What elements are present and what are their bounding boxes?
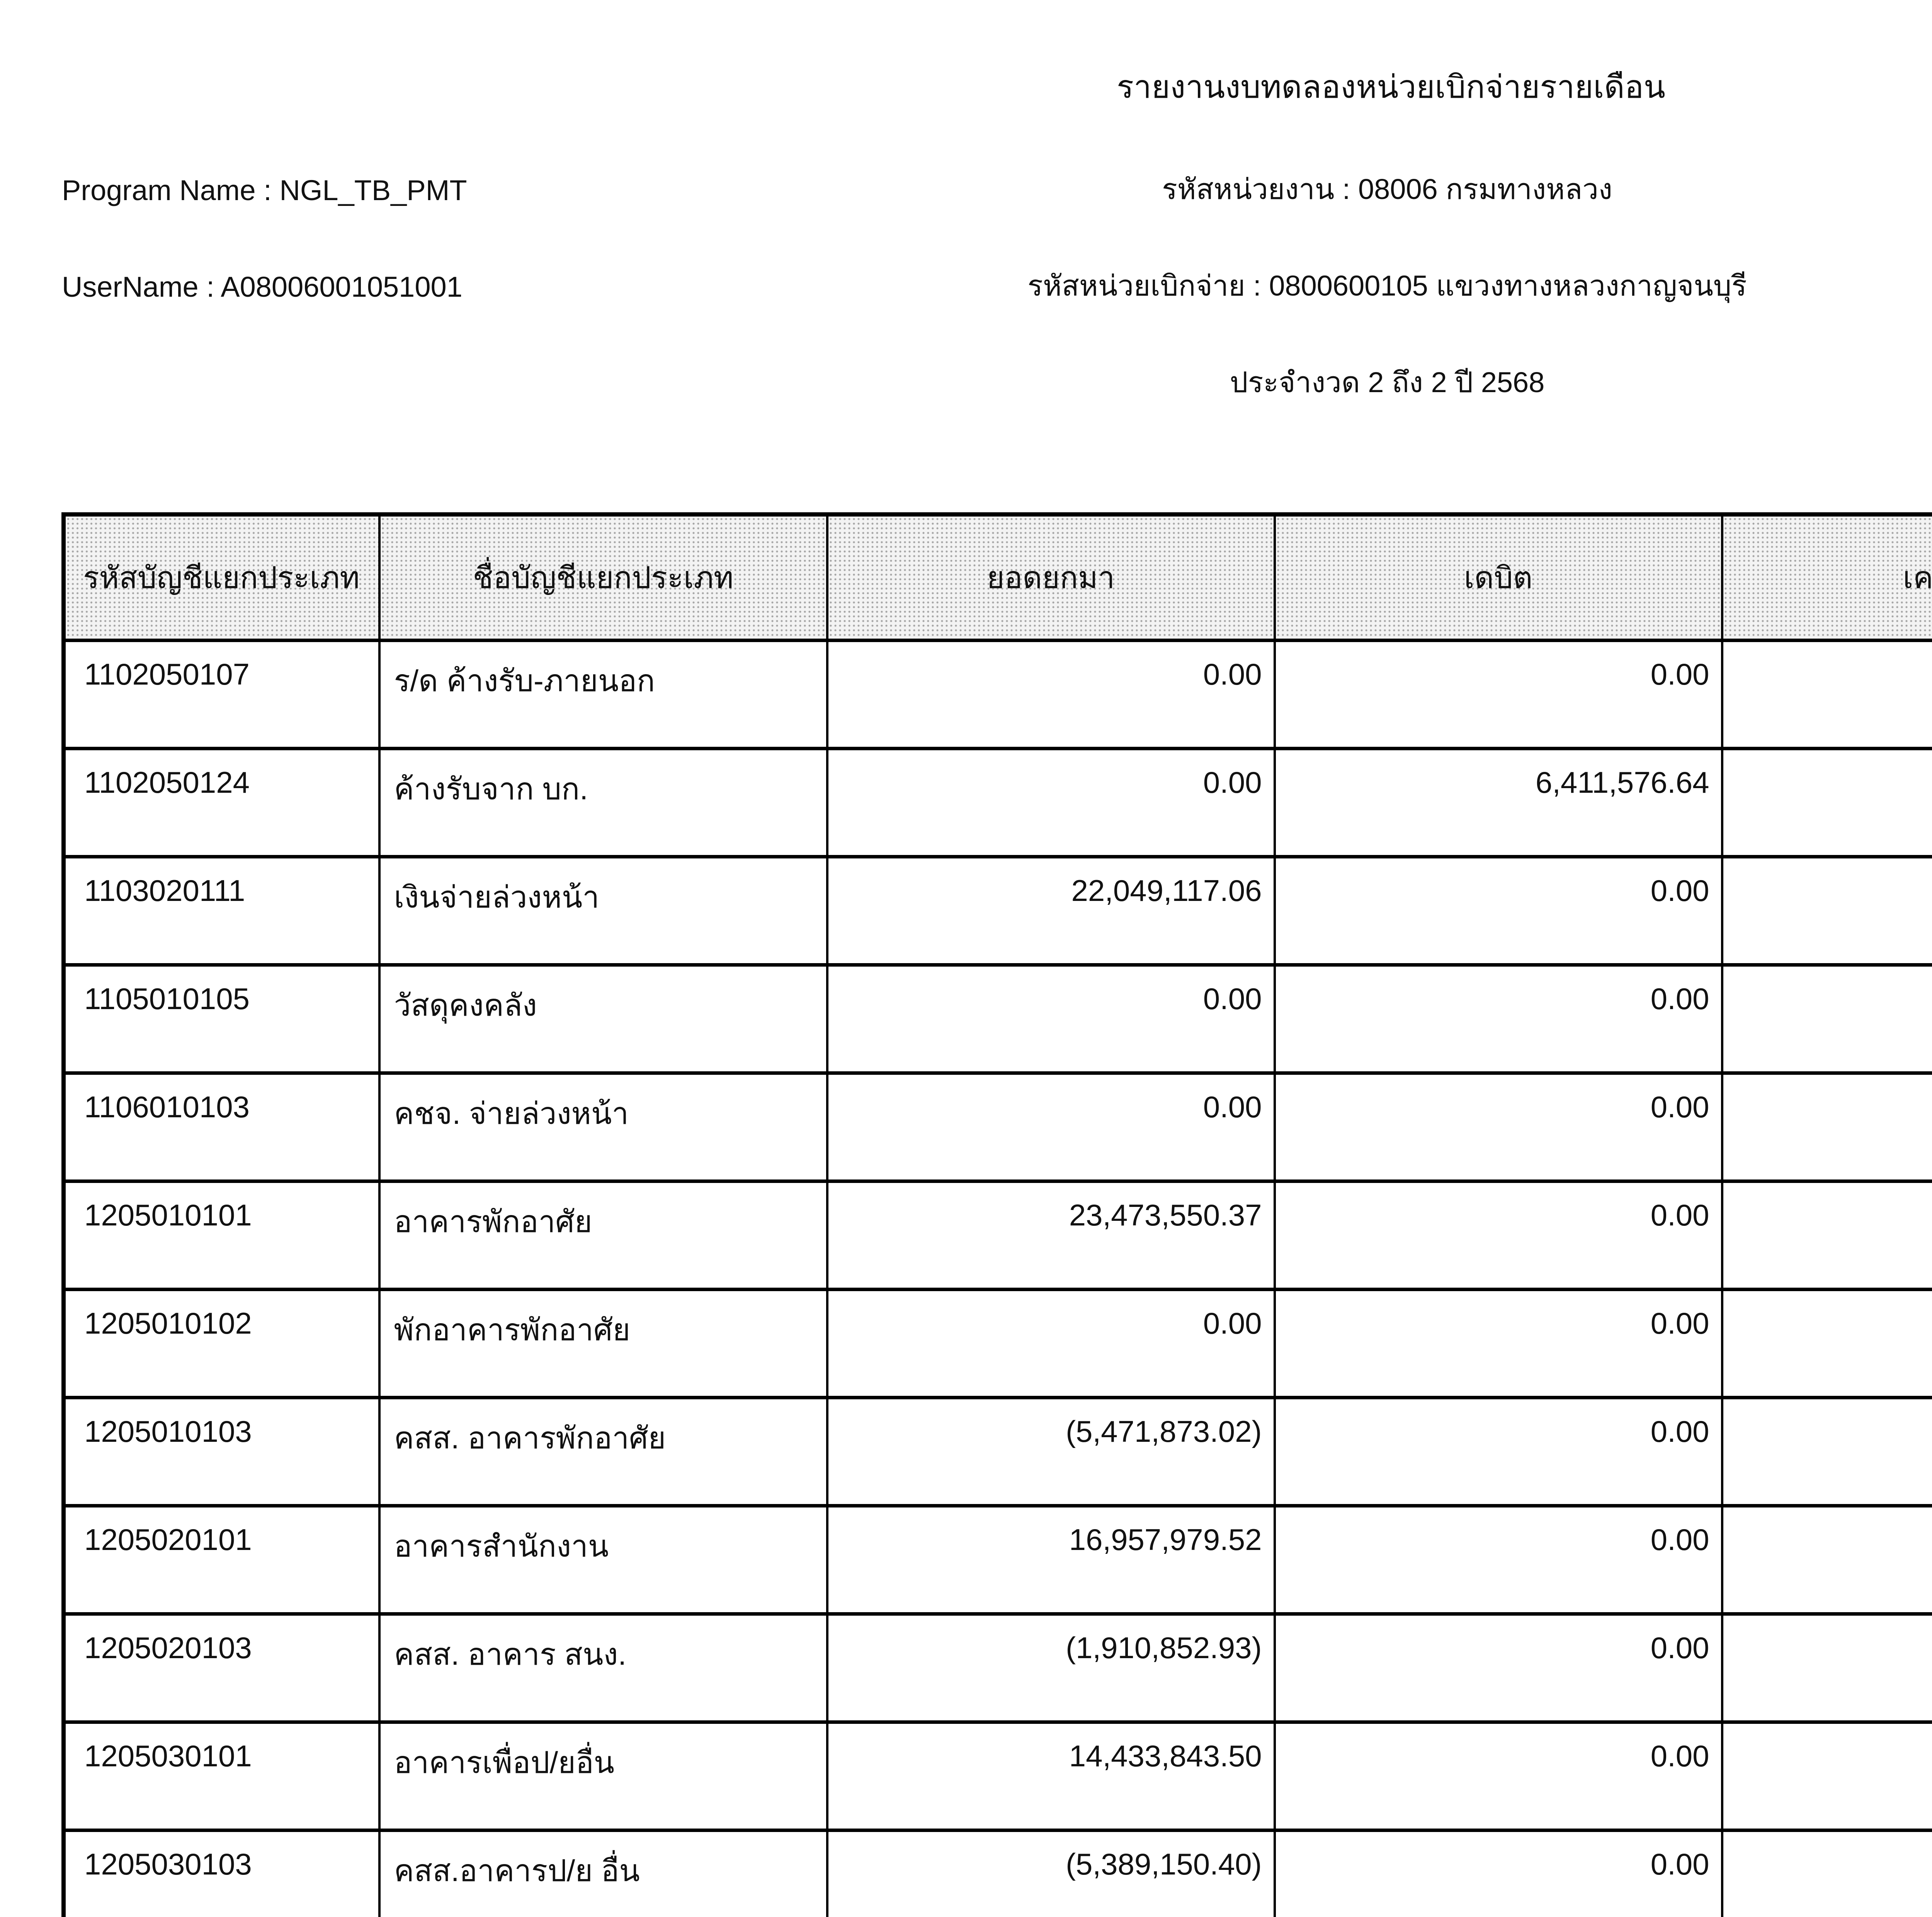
col-header-credit: เครดิต <box>1721 513 1932 642</box>
table-row: 1205010102พักอาคารพักอาศัย0.000.000.000.… <box>62 1288 1932 1399</box>
cell-debit: 0.00 <box>1273 1612 1723 1724</box>
cell-debit: 0.00 <box>1273 963 1723 1075</box>
cell-debit: 6,411,576.64 <box>1273 747 1723 858</box>
cell-name: ร/ด ค้างรับ-ภายนอก <box>378 639 828 750</box>
agency-code-line: รหัสหน่วยงาน : 08006 กรมทางหลวง <box>1162 173 1612 205</box>
table-row: 1205020103 คสส. อาคาร สนง. (1,910,852.93) 0… <box>62 1612 1932 1724</box>
cell-debit: 0.00 <box>1273 1720 1723 1832</box>
cell-name: อาคารสำนักงาน <box>378 1504 828 1616</box>
cell-debit: 0.00 <box>1273 1288 1723 1399</box>
cell-name: คสส. อาคารพักอาศัย <box>378 1396 828 1507</box>
cell-carry-forward: 0.00 <box>826 639 1276 750</box>
period-line: ประจำงวด 2 ถึง 2 ปี 2568 <box>1230 366 1545 398</box>
cell-name: ค้างรับจาก บก. <box>378 747 828 858</box>
cell-code: 1205030101 <box>62 1720 381 1832</box>
cell-debit: 0.00 <box>1273 1504 1723 1616</box>
cell-code: 1105010105 <box>62 963 381 1075</box>
cell-carry-forward: 16,957,979.52 <box>826 1504 1276 1616</box>
table-row: 1205030103 คสส.อาคารป/ย อื่น (5,389,150.40… <box>62 1829 1932 1917</box>
cell-carry-forward: 0.00 <box>826 1288 1276 1399</box>
table-row: 1205010103 คสส. อาคารพักอาศัย (5,471,873.0… <box>62 1396 1932 1507</box>
cell-code: 1205010101 <box>62 1179 381 1291</box>
cell-name: เงินจ่ายล่วงหน้า <box>378 855 828 967</box>
cell-credit: 0.00 <box>1721 1504 1932 1616</box>
cell-credit: 0.00 <box>1721 1720 1932 1832</box>
cell-carry-forward: 0.00 <box>826 963 1276 1075</box>
cell-credit: 0.00 <box>1721 1396 1932 1507</box>
cell-credit: 0.00 <box>1721 1071 1932 1183</box>
cell-carry-forward: 0.00 <box>826 747 1276 858</box>
username-value: A08006001051001 <box>221 271 463 303</box>
table-row: 1205010101 อาคารพักอาศัย 23,473,550.37 0.00… <box>62 1179 1932 1291</box>
table-row: 1205020101 อาคารสำนักงาน 16,957,979.52 0.00… <box>62 1504 1932 1616</box>
cell-name: อาคารเพื่อป/ยอื่น <box>378 1720 828 1832</box>
cell-credit: 0.00 <box>1721 1612 1932 1724</box>
cell-carry-forward: 14,433,843.50 <box>826 1720 1276 1832</box>
table-header-row: รหัสบัญชีแยกประเภท ชื่อบัญชีแยกประเภท ยอ… <box>62 513 1932 642</box>
cell-debit: 0.00 <box>1273 1829 1723 1917</box>
cell-debit: 0.00 <box>1273 639 1723 750</box>
cell-name: วัสดุคงคลัง <box>378 963 828 1075</box>
program-name-value: NGL_TB_PMT <box>279 174 467 206</box>
cell-name: คสส. อาคาร สนง. <box>378 1612 828 1724</box>
trial-balance-table: รหัสบัญชีแยกประเภท ชื่อบัญชีแยกประเภท ยอ… <box>61 512 1932 1917</box>
cell-carry-forward: 23,473,550.37 <box>826 1179 1276 1291</box>
cell-credit: 0.00 <box>1721 1288 1932 1399</box>
cell-credit: (6,411,576.64) <box>1721 747 1932 858</box>
cell-code: 1205010103 <box>62 1396 381 1507</box>
col-header-carry-forward: ยอดยกมา <box>826 513 1276 642</box>
cell-code: 1102050124 <box>62 747 381 858</box>
cell-carry-forward: (1,910,852.93) <box>826 1612 1276 1724</box>
program-name-line: Program Name : NGL_TB_PMT <box>62 174 467 207</box>
cell-credit: 0.00 <box>1721 1179 1932 1291</box>
cell-carry-forward: (5,471,873.02) <box>826 1396 1276 1507</box>
cell-carry-forward: 22,049,117.06 <box>826 855 1276 967</box>
cell-credit: 0.00 <box>1721 639 1932 750</box>
cell-carry-forward: 0.00 <box>826 1071 1276 1183</box>
username-line: UserName : A08006001051001 <box>62 270 463 303</box>
cell-debit: 0.00 <box>1273 1071 1723 1183</box>
username-label: UserName : <box>62 271 214 303</box>
col-header-account-name: ชื่อบัญชีแยกประเภท <box>378 513 828 642</box>
cell-name: พักอาคารพักอาศัย <box>378 1288 828 1399</box>
cell-name: คสส.อาคารป/ย อื่น <box>378 1829 828 1917</box>
cell-code: 1106010103 <box>62 1071 381 1183</box>
cell-code: 1205020103 <box>62 1612 381 1724</box>
cell-debit: 0.00 <box>1273 855 1723 967</box>
cell-credit: (14,464,019.66) <box>1721 855 1932 967</box>
cell-debit: 0.00 <box>1273 1179 1723 1291</box>
cell-code: 1103020111 <box>62 855 381 967</box>
col-header-account-code: รหัสบัญชีแยกประเภท <box>62 513 381 642</box>
table-header: รหัสบัญชีแยกประเภท ชื่อบัญชีแยกประเภท ยอ… <box>62 513 1932 642</box>
table-row: 1205030101 อาคารเพื่อป/ยอื่น 14,433,843.50… <box>62 1720 1932 1832</box>
cell-name: คชจ. จ่ายล่วงหน้า <box>378 1071 828 1183</box>
cell-code: 1205010102 <box>62 1288 381 1399</box>
program-name-label: Program Name : <box>62 174 272 206</box>
table-row: 1102050124 ค้างรับจาก บก. 0.00 6,411,576.64… <box>62 747 1932 858</box>
cell-credit: 0.00 <box>1721 1829 1932 1917</box>
cell-name: อาคารพักอาศัย <box>378 1179 828 1291</box>
disbursing-unit-line: รหัสหน่วยเบิกจ่าย : 0800600105 แขวงทางหล… <box>1027 270 1747 302</box>
cell-code: 1205020101 <box>62 1504 381 1616</box>
cell-carry-forward: (5,389,150.40) <box>826 1829 1276 1917</box>
table-row: 1103020111 เงินจ่ายล่วงหน้า 22,049,117.06 0… <box>62 855 1932 967</box>
col-header-debit: เดบิต <box>1273 513 1723 642</box>
cell-credit: 0.00 <box>1721 963 1932 1075</box>
cell-debit: 0.00 <box>1273 1396 1723 1507</box>
report-title: รายงานงบทดลองหน่วยเบิกจ่ายรายเดือน <box>1117 70 1665 105</box>
cell-code: 1205030103 <box>62 1829 381 1917</box>
cell-code: 1102050107 <box>62 639 381 750</box>
